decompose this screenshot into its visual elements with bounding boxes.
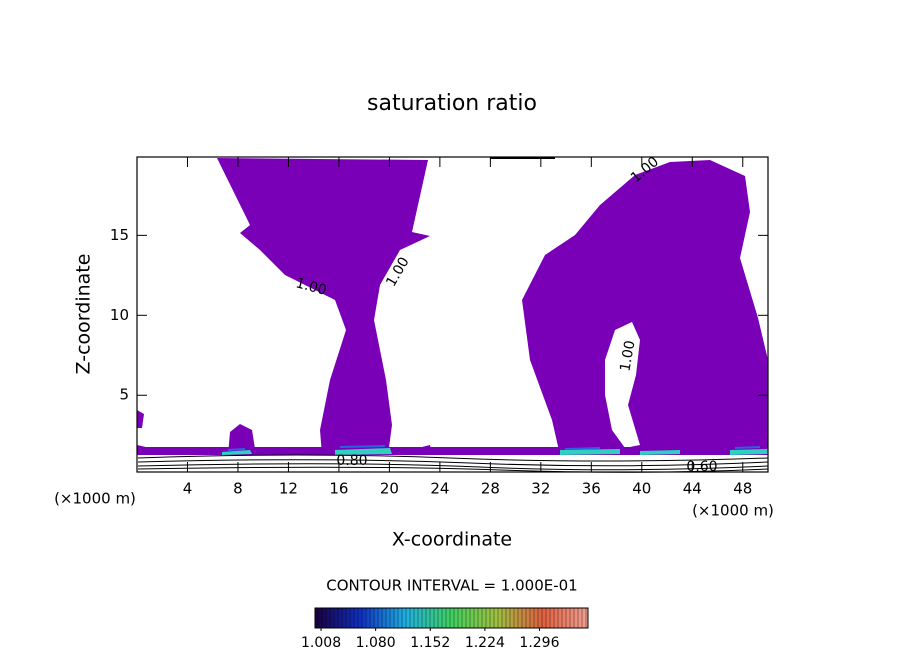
x-tick-label: 32	[531, 480, 550, 498]
region	[217, 158, 430, 455]
contour-label: 0.60	[686, 459, 717, 475]
y-tick-label: 15	[110, 226, 129, 244]
contour-field	[137, 157, 769, 473]
low-band	[137, 447, 768, 455]
x-tick-label: 8	[233, 480, 243, 498]
plot-frame	[136, 156, 769, 473]
x-tick-label: 36	[582, 480, 601, 498]
y-tick-label: 10	[110, 306, 129, 324]
colorbar-tick-label: 1.152	[410, 635, 450, 651]
chart-title: saturation ratio	[367, 91, 537, 116]
x-tick-label: 4	[183, 480, 193, 498]
contour-label: 1.00	[617, 339, 638, 372]
high-patch	[222, 448, 768, 455]
colorbar	[314, 607, 589, 629]
contour-label: 1.00	[294, 275, 328, 299]
colorbar-tick-label: 1.224	[465, 635, 505, 651]
contour-line	[137, 454, 769, 473]
y-tick-label: 5	[119, 386, 129, 404]
y-unit: (×1000 m)	[692, 502, 774, 520]
x-tick-label: 20	[380, 480, 399, 498]
x-unit: (×1000 m)	[54, 490, 136, 508]
y-axis-label: Z-coordinate	[73, 254, 95, 375]
colorbar-tick-label: 1.296	[519, 635, 559, 651]
high-patch	[227, 445, 761, 451]
region	[522, 160, 768, 455]
x-tick-label: 12	[279, 480, 298, 498]
contour-label: 0.80	[336, 453, 367, 469]
x-tick-label: 48	[733, 480, 752, 498]
x-tick-label: 28	[481, 480, 500, 498]
x-tick-label: 16	[329, 480, 348, 498]
colorbar-tick-label: 1.008	[301, 635, 341, 651]
x-tick-label: 40	[632, 480, 651, 498]
x-tick-label: 24	[430, 480, 449, 498]
x-axis-label: X-coordinate	[392, 529, 512, 551]
colorbar-tick-label: 1.080	[356, 635, 396, 651]
contour-interval: CONTOUR INTERVAL = 1.000E-01	[326, 577, 577, 595]
x-tick-label: 44	[683, 480, 702, 498]
